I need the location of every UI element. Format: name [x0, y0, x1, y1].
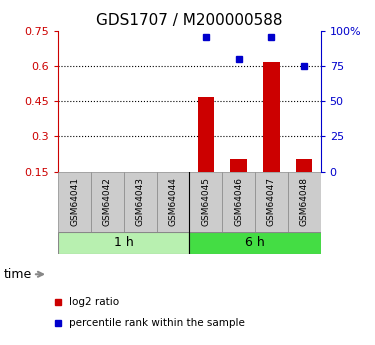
- Bar: [189, 171, 222, 232]
- Bar: [288, 171, 321, 232]
- Bar: [91, 171, 124, 232]
- Bar: [157, 171, 189, 232]
- Text: percentile rank within the sample: percentile rank within the sample: [69, 318, 245, 327]
- Text: GSM64046: GSM64046: [234, 177, 243, 226]
- Bar: [255, 171, 288, 232]
- Bar: [198, 97, 214, 171]
- Title: GDS1707 / M200000588: GDS1707 / M200000588: [96, 13, 283, 29]
- Text: GSM64043: GSM64043: [136, 177, 145, 226]
- Text: GSM64045: GSM64045: [201, 177, 210, 226]
- Text: GSM64047: GSM64047: [267, 177, 276, 226]
- Bar: [263, 61, 280, 171]
- Bar: [296, 159, 312, 171]
- Text: GSM64044: GSM64044: [168, 177, 177, 226]
- Text: GSM64041: GSM64041: [70, 177, 79, 226]
- Bar: [124, 171, 157, 232]
- Bar: [58, 171, 91, 232]
- Text: GSM64042: GSM64042: [103, 177, 112, 226]
- Bar: [58, 232, 189, 254]
- Text: 6 h: 6 h: [245, 236, 265, 249]
- Bar: [189, 232, 321, 254]
- Bar: [230, 159, 247, 171]
- Text: GSM64048: GSM64048: [300, 177, 309, 226]
- Text: log2 ratio: log2 ratio: [69, 297, 120, 307]
- Bar: [222, 171, 255, 232]
- Text: 1 h: 1 h: [114, 236, 134, 249]
- Text: time: time: [4, 268, 32, 281]
